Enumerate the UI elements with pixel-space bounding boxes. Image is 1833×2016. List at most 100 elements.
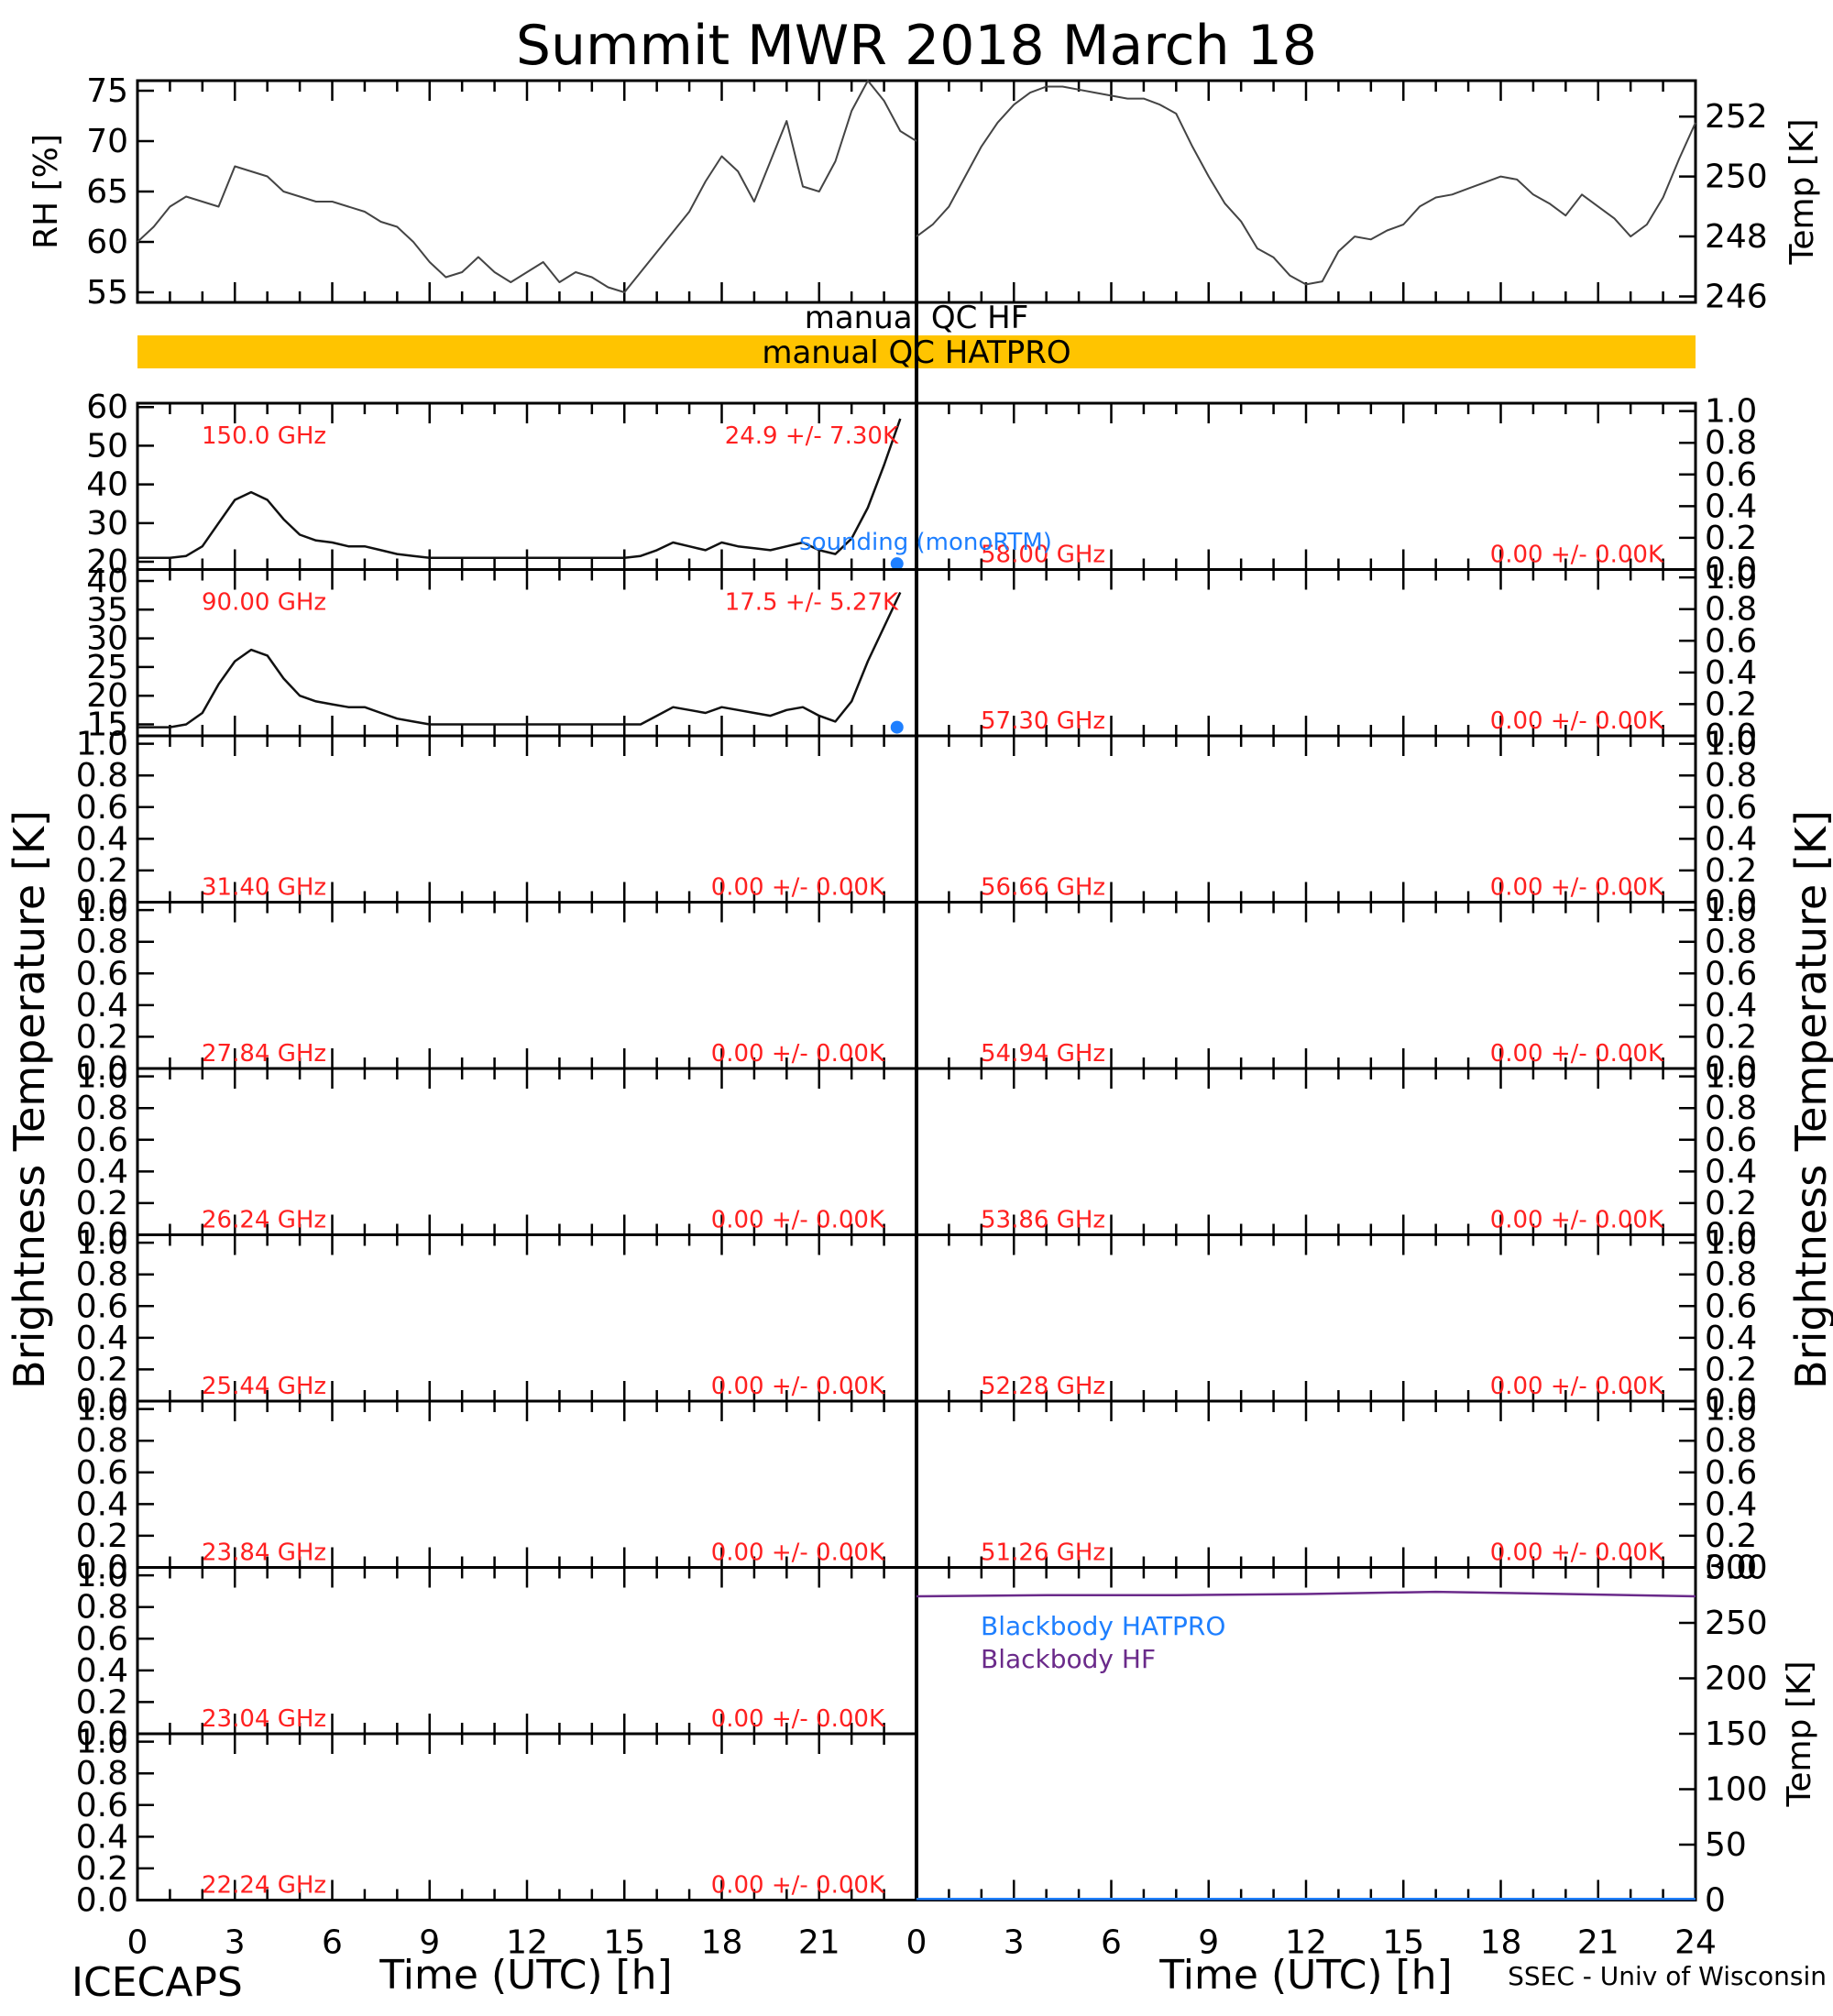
y-tick-label: 0.2 bbox=[76, 1683, 128, 1721]
channel-frequency: 58.00 GHz bbox=[981, 542, 1105, 569]
y-tick-label: 1.0 bbox=[1705, 892, 1757, 929]
rh-axis-label: RH [%] bbox=[27, 134, 65, 249]
y-tick-label: 60 bbox=[86, 224, 128, 261]
y-tick-label: 0.2 bbox=[76, 1517, 128, 1555]
blackbody-axis-label: Temp [K] bbox=[1781, 1660, 1818, 1807]
channel-frequency: 27.84 GHz bbox=[202, 1040, 326, 1068]
channel-stats: 24.9 +/- 7.30K bbox=[725, 422, 899, 450]
y-tick-label: 0.6 bbox=[1705, 1122, 1757, 1159]
x-tick-label: 0 bbox=[906, 1924, 927, 1962]
y-tick-label: 0.0 bbox=[1705, 1217, 1757, 1255]
y-tick-label: 1.0 bbox=[76, 726, 128, 763]
channel-stats: 0.00 +/- 0.00K bbox=[711, 1539, 885, 1567]
y-tick-label: 0.2 bbox=[1705, 1185, 1757, 1222]
y-tick-label: 0.4 bbox=[1705, 820, 1757, 858]
y-tick-label: 0.4 bbox=[76, 1485, 128, 1523]
sounding-legend: sounding (monoRTM) bbox=[799, 529, 1052, 556]
channel-stats: 0.00 +/- 0.00K bbox=[711, 1207, 885, 1234]
channel-frequency: 54.94 GHz bbox=[981, 1040, 1105, 1068]
y-tick-label: 0.2 bbox=[1705, 852, 1757, 890]
x-tick-label: 18 bbox=[701, 1924, 743, 1962]
y-tick-label: 0.2 bbox=[1705, 520, 1757, 557]
y-tick-label: 0.2 bbox=[76, 852, 128, 890]
channel-stats: 0.00 +/- 0.00K bbox=[711, 1040, 885, 1068]
y-tick-label: 15 bbox=[86, 706, 128, 743]
y-tick-label: 0.8 bbox=[1705, 1256, 1757, 1294]
y-tick-label: 65 bbox=[86, 173, 128, 211]
y-tick-label: 0.0 bbox=[76, 1882, 128, 1920]
channel-stats: 0.00 +/- 0.00K bbox=[1490, 1539, 1664, 1567]
y-tick-label: 0.4 bbox=[76, 820, 128, 858]
y-tick-label: 0.8 bbox=[76, 1755, 128, 1792]
channel-frequency: 31.40 GHz bbox=[202, 874, 326, 902]
chart-title: Summit MWR 2018 March 18 bbox=[516, 14, 1317, 78]
x-tick-label: 15 bbox=[603, 1924, 645, 1962]
x-tick-label: 21 bbox=[1577, 1924, 1619, 1962]
y-tick-label: 0.2 bbox=[76, 1018, 128, 1056]
channel-frequency: 22.24 GHz bbox=[202, 1872, 326, 1900]
y-tick-label: 0.8 bbox=[76, 757, 128, 794]
channel-frequency: 53.86 GHz bbox=[981, 1207, 1105, 1234]
y-tick-label: 0.6 bbox=[1705, 622, 1757, 660]
channel-stats: 0.00 +/- 0.00K bbox=[711, 1872, 885, 1900]
y-tick-label: 40 bbox=[86, 563, 128, 600]
channel-frequency: 23.84 GHz bbox=[202, 1539, 326, 1567]
channel-stats: 0.00 +/- 0.00K bbox=[1490, 1040, 1664, 1068]
y-tick-label: 0.0 bbox=[76, 884, 128, 922]
y-tick-label: 0.2 bbox=[1705, 685, 1757, 723]
channel-frequency: 25.44 GHz bbox=[202, 1373, 326, 1400]
y-tick-label: 1.0 bbox=[1705, 726, 1757, 763]
y-tick-label: 0.6 bbox=[76, 955, 128, 992]
y-tick-label: 100 bbox=[1705, 1771, 1768, 1809]
x-axis-label-right: Time (UTC) [h] bbox=[1158, 1952, 1452, 1999]
x-tick-label: 21 bbox=[798, 1924, 840, 1962]
channel-frequency: 23.04 GHz bbox=[202, 1705, 326, 1733]
y-tick-label: 0.8 bbox=[76, 1589, 128, 1627]
y-tick-label: 0.6 bbox=[76, 1620, 128, 1658]
channel-stats: 0.00 +/- 0.00K bbox=[1490, 1373, 1664, 1400]
channel-stats: 0.00 +/- 0.00K bbox=[711, 1373, 885, 1400]
y-tick-label: 0.0 bbox=[1705, 884, 1757, 922]
y-tick-label: 248 bbox=[1705, 218, 1768, 256]
channel-stats: 0.00 +/- 0.00K bbox=[711, 874, 885, 902]
y-tick-label: 0.0 bbox=[76, 1550, 128, 1587]
y-tick-label: 150 bbox=[1705, 1715, 1768, 1753]
x-tick-label: 18 bbox=[1480, 1924, 1522, 1962]
y-tick-label: 0.4 bbox=[76, 1153, 128, 1190]
y-tick-label: 0.2 bbox=[1705, 1517, 1757, 1555]
blackbody-hatpro-legend: Blackbody HATPRO bbox=[981, 1611, 1225, 1641]
y-tick-label: 200 bbox=[1705, 1660, 1768, 1698]
y-tick-label: 1.0 bbox=[76, 892, 128, 929]
y-tick-label: 0.4 bbox=[1705, 1320, 1757, 1357]
y-tick-label: 0.8 bbox=[76, 924, 128, 961]
y-tick-label: 1.0 bbox=[1705, 1058, 1757, 1096]
y-tick-label: 250 bbox=[1705, 159, 1768, 196]
y-tick-label: 0.6 bbox=[76, 1454, 128, 1492]
y-tick-label: 1.0 bbox=[76, 1224, 128, 1262]
y-tick-label: 0.4 bbox=[1705, 987, 1757, 1024]
y-tick-label: 0.8 bbox=[1705, 757, 1757, 794]
y-tick-label: 20 bbox=[86, 543, 128, 581]
x-tick-label: 0 bbox=[127, 1924, 148, 1962]
channel-frequency: 150.0 GHz bbox=[202, 422, 326, 450]
y-tick-label: 0.4 bbox=[76, 1320, 128, 1357]
x-tick-label: 6 bbox=[1101, 1924, 1122, 1962]
x-tick-label: 9 bbox=[419, 1924, 440, 1962]
x-tick-label: 15 bbox=[1382, 1924, 1424, 1962]
y-tick-label: 0 bbox=[1705, 1882, 1726, 1920]
y-tick-label: 0.6 bbox=[1705, 1287, 1757, 1325]
sounding-point bbox=[890, 720, 904, 734]
y-tick-label: 0.8 bbox=[1705, 424, 1757, 462]
y-tick-label: 35 bbox=[86, 591, 128, 629]
y-tick-label: 1.0 bbox=[1705, 1224, 1757, 1262]
channel-frequency: 90.00 GHz bbox=[202, 589, 326, 617]
y-tick-label: 0.2 bbox=[76, 1185, 128, 1222]
y-tick-label: 30 bbox=[86, 620, 128, 658]
blackbody-hf-series bbox=[916, 1590, 1696, 1598]
y-tick-label: 40 bbox=[86, 466, 128, 504]
y-tick-label: 0.6 bbox=[76, 1287, 128, 1325]
y-tick-label: 0.0 bbox=[76, 1383, 128, 1420]
footer-right: SSEC - Univ of Wisconsin bbox=[1508, 1961, 1827, 1991]
channel-frequency: 56.66 GHz bbox=[981, 874, 1105, 902]
y-tick-label: 30 bbox=[86, 505, 128, 542]
